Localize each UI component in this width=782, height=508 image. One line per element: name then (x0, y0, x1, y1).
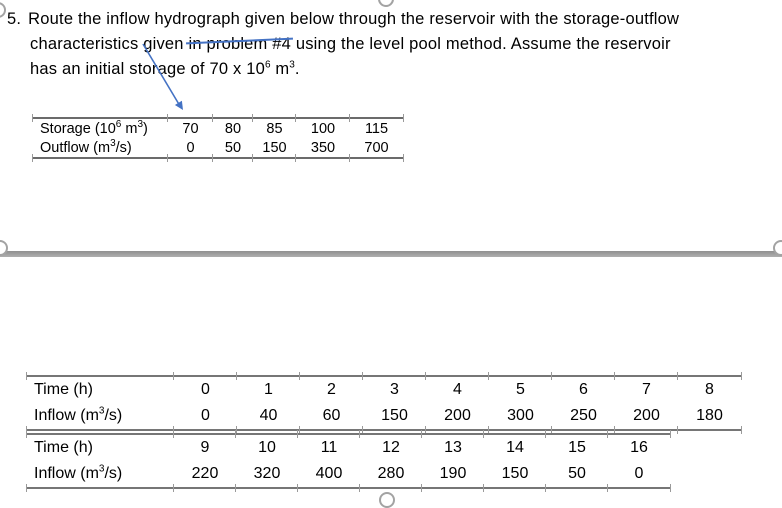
inflow-label-post: /s) (104, 407, 123, 424)
table-cell: 200 (614, 403, 678, 434)
table-cell: 12 (359, 429, 422, 461)
table-cell: 0 (173, 403, 237, 434)
problem-line-2-post: using the level pool method. Assume the … (291, 35, 671, 53)
superscript: 6 (115, 118, 122, 130)
table-cell: 350 (295, 138, 350, 162)
table-cell: 100 (295, 113, 350, 138)
storage-label-pre: Storage (10 (40, 120, 116, 137)
storage-row-label: Storage (106 m3) (32, 113, 168, 138)
inflow-row-label: Inflow (m3/s) (26, 461, 174, 492)
inflow-table-part1: Time (h) 0 1 2 3 4 5 6 7 8 Inflow (m3/s)… (26, 371, 742, 434)
inflow-table-part2: Time (h) 9 10 11 12 13 14 15 16 Inflow (… (26, 429, 671, 492)
table-cell: 70 (167, 113, 213, 138)
table-cell: 0 (607, 461, 671, 492)
superscript: 3 (137, 118, 144, 130)
table-cell: 0 (173, 371, 237, 403)
superscript: 3 (289, 59, 295, 71)
problem-line-2: characteristics given in problem #4 usin… (7, 32, 779, 57)
time-row-label: Time (h) (26, 371, 174, 403)
table-cell: 4 (425, 371, 489, 403)
annotation-arrow-head (174, 100, 183, 110)
table-cell: 1 (236, 371, 300, 403)
table-cell: 16 (607, 429, 671, 461)
table-cell: 320 (235, 461, 298, 492)
table-cell: 200 (425, 403, 489, 434)
inflow-label-post: /s) (104, 465, 123, 482)
table-cell: 115 (349, 113, 404, 138)
problem-line-1-text: Route the inflow hydrograph given below … (28, 10, 680, 28)
table-cell: 700 (349, 138, 404, 162)
page-divider (0, 251, 782, 257)
superscript: 6 (265, 59, 271, 71)
table-cell: 280 (359, 461, 422, 492)
table-cell: 6 (551, 371, 615, 403)
table-cell: 150 (362, 403, 426, 434)
table-cell: 14 (483, 429, 546, 461)
table-cell: 80 (212, 113, 253, 138)
storage-label-post: ) (143, 120, 148, 137)
outflow-label-post: /s) (115, 139, 132, 156)
inflow-row-label: Inflow (m3/s) (26, 403, 174, 434)
table-cell: 50 (212, 138, 253, 162)
table-cell: 60 (299, 403, 363, 434)
time-row: Time (h) 0 1 2 3 4 5 6 7 8 (26, 371, 742, 403)
problem-line-3-pre: has an initial storage of 70 x 10 (30, 60, 265, 78)
table-cell: 0 (167, 138, 213, 162)
annotation-arrow[interactable] (0, 0, 782, 497)
storage-row: Storage (106 m3) 70 80 85 100 115 (32, 113, 404, 138)
superscript: 3 (110, 137, 116, 149)
selection-handle-bottom-center[interactable] (379, 492, 395, 508)
table-cell: 8 (677, 371, 742, 403)
table-cell: 400 (297, 461, 360, 492)
superscript: 3 (98, 463, 105, 475)
table-cell: 10 (235, 429, 298, 461)
table-cell: 15 (545, 429, 608, 461)
problem-line-3: has an initial storage of 70 x 106 m3. (7, 57, 779, 82)
table-cell: 40 (236, 403, 300, 434)
table-cell: 150 (252, 138, 296, 162)
struck-phrase: in problem #4 (186, 32, 294, 57)
table-cell: 2 (299, 371, 363, 403)
selection-handle-right-middle[interactable] (773, 240, 782, 256)
outflow-row-label: Outflow (m3/s) (32, 137, 168, 162)
outflow-label-pre: Outflow (m (40, 139, 111, 156)
table-cell: 5 (488, 371, 552, 403)
table-cell: 9 (173, 429, 236, 461)
table-cell: 11 (297, 429, 360, 461)
table-cell: 300 (488, 403, 552, 434)
table-cell: 7 (614, 371, 678, 403)
table-cell: 150 (483, 461, 546, 492)
inflow-row: Inflow (m3/s) 0 40 60 150 200 300 250 20… (26, 403, 742, 434)
problem-line-1: 5. Route the inflow hydrograph given belo… (7, 7, 779, 32)
problem-number: 5. (7, 10, 22, 28)
time-row: Time (h) 9 10 11 12 13 14 15 16 (26, 429, 671, 461)
storage-outflow-table: Storage (106 m3) 70 80 85 100 115 Outflo… (32, 113, 404, 162)
table-cell: 13 (421, 429, 484, 461)
problem-statement: 5. Route the inflow hydrograph given belo… (7, 7, 779, 82)
problem-line-3-end: . (294, 60, 300, 78)
inflow-label-pre: Inflow (m (34, 407, 99, 424)
storage-label-mid: m (121, 120, 138, 137)
table-cell: 220 (173, 461, 236, 492)
table-cell: 190 (421, 461, 484, 492)
inflow-label-pre: Inflow (m (34, 465, 99, 482)
inflow-row: Inflow (m3/s) 220 320 400 280 190 150 50… (26, 461, 671, 492)
table-cell: 3 (362, 371, 426, 403)
table-cell: 180 (677, 403, 742, 434)
superscript: 3 (98, 405, 105, 417)
table-cell: 250 (551, 403, 615, 434)
problem-line-3-mid: m (270, 60, 290, 78)
table-cell: 50 (545, 461, 608, 492)
outflow-row: Outflow (m3/s) 0 50 150 350 700 (32, 137, 404, 162)
table-cell: 85 (252, 113, 296, 138)
time-row-label: Time (h) (26, 429, 174, 461)
annotation-arrow-shaft (142, 43, 180, 104)
